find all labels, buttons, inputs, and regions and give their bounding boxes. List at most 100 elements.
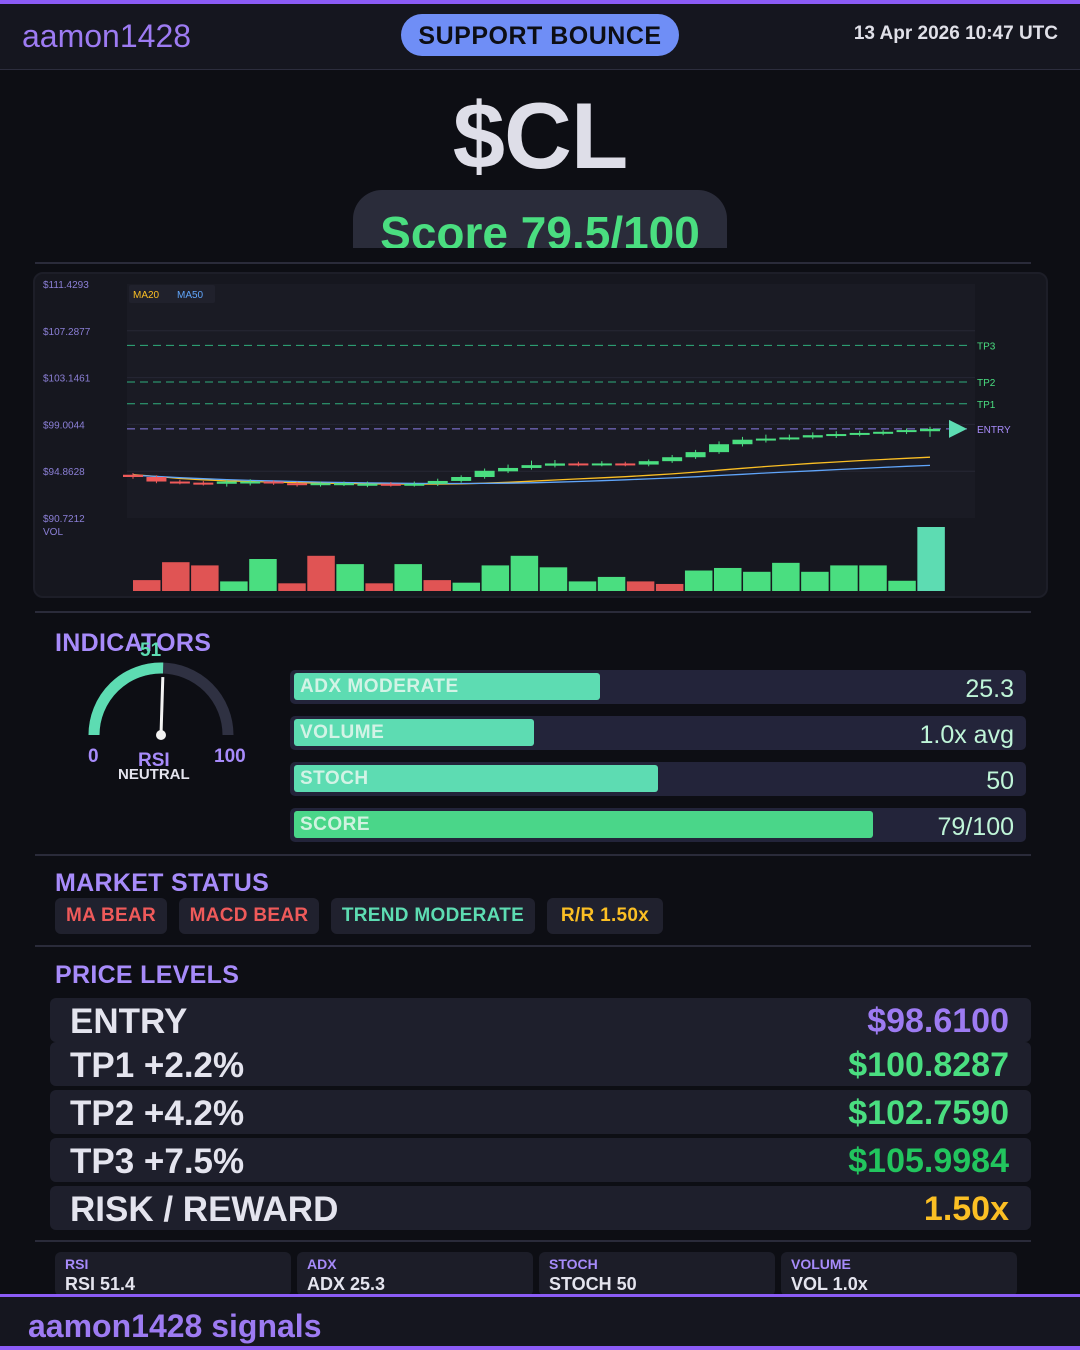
volume-bar bbox=[307, 555, 335, 591]
volume-bar bbox=[249, 559, 277, 591]
candle-body bbox=[802, 435, 823, 438]
candle-body bbox=[146, 476, 167, 482]
candle-body bbox=[591, 463, 612, 466]
price-level-row: TP1 +2.2% $100.8287 bbox=[50, 1042, 1031, 1086]
candle-body bbox=[568, 463, 589, 466]
candle-body bbox=[638, 461, 659, 465]
candle-body bbox=[779, 437, 800, 440]
legend-entry: MA20 bbox=[133, 290, 160, 301]
chart-legend bbox=[129, 285, 215, 303]
volume-bar bbox=[452, 582, 481, 591]
stat-box: ADX ADX 25.3 bbox=[297, 1252, 533, 1296]
indicator-bar-value: 50 bbox=[986, 767, 1014, 795]
rsi-gauge-state: NEUTRAL bbox=[118, 766, 190, 783]
volume-bar bbox=[481, 565, 510, 591]
rsi-gauge-max: 100 bbox=[214, 746, 246, 767]
candle-body bbox=[451, 476, 472, 481]
indicator-bar: STOCH 50 bbox=[290, 762, 1026, 796]
price-levels-title: PRICE LEVELS bbox=[55, 961, 240, 989]
volume-bar bbox=[133, 580, 161, 591]
stat-box: STOCH STOCH 50 bbox=[539, 1252, 775, 1296]
candle-body bbox=[615, 463, 636, 466]
volume-bar bbox=[859, 565, 887, 591]
volume-bar bbox=[888, 580, 916, 591]
indicator-bar-label: STOCH bbox=[300, 768, 369, 789]
candle-body bbox=[216, 481, 237, 484]
volume-bar bbox=[626, 581, 655, 591]
candle-body bbox=[685, 452, 706, 458]
price-level-value: $98.6100 bbox=[867, 1002, 1009, 1040]
volume-bar bbox=[336, 564, 364, 591]
candle-body bbox=[709, 444, 730, 453]
indicator-bar-fill bbox=[294, 765, 658, 792]
footer-bar: aamon1428 signals bbox=[0, 1294, 1080, 1350]
volume-bar bbox=[568, 581, 597, 591]
header-bar: aamon1428 SUPPORT BOUNCE 13 Apr 2026 10:… bbox=[0, 4, 1080, 70]
price-level-value: 1.50x bbox=[923, 1190, 1009, 1228]
indicator-bar-value: 79/100 bbox=[937, 813, 1014, 841]
rsi-gauge-dial bbox=[88, 662, 234, 740]
footer-brand: aamon1428 signals bbox=[28, 1308, 322, 1344]
candle-body bbox=[287, 483, 308, 486]
y-tick-label: $107.2877 bbox=[43, 327, 91, 338]
pattern-badge: SUPPORT BOUNCE bbox=[401, 14, 679, 56]
stat-label: RSI bbox=[65, 1256, 89, 1272]
indicator-bar: VOLUME 1.0x avg bbox=[290, 716, 1026, 750]
volume-bar bbox=[684, 570, 713, 591]
price-chart: $111.4293 $107.2877 $103.1461 $99.0044 $94.8… bbox=[33, 272, 1048, 598]
price-level-row: TP3 +7.5% $105.9984 bbox=[50, 1138, 1031, 1182]
candle-body bbox=[333, 483, 354, 486]
rsi-gauge: 51 0 100 RSI NEUTRAL bbox=[80, 640, 260, 790]
score-badge: Score 79.5/100 bbox=[353, 190, 727, 248]
indicator-bar-value: 1.0x avg bbox=[919, 721, 1014, 749]
price-chart-svg: $111.4293 $107.2877 $103.1461 $99.0044 $94.8… bbox=[43, 280, 1011, 591]
price-level-row: ENTRY $98.6100 bbox=[50, 998, 1031, 1042]
y-tick-label: $94.8628 bbox=[43, 467, 85, 478]
divider bbox=[35, 611, 1031, 613]
entry-arrow bbox=[949, 419, 967, 438]
volume-bar bbox=[162, 562, 190, 591]
status-badge: TREND MODERATE bbox=[331, 898, 535, 934]
divider bbox=[35, 945, 1031, 947]
rsi-gauge-min: 0 bbox=[88, 746, 99, 767]
candle-body bbox=[240, 481, 261, 484]
candle-body bbox=[357, 483, 378, 486]
divider bbox=[35, 1240, 1031, 1242]
legend-entry: MA50 bbox=[177, 290, 204, 301]
rsi-gauge-hub bbox=[156, 730, 166, 740]
ticker-symbol: $CL bbox=[452, 83, 629, 188]
volume-bar bbox=[917, 527, 945, 591]
y-tick-label: $103.1461 bbox=[43, 374, 91, 385]
level-label: TP2 bbox=[977, 378, 996, 389]
indicator-bar-value: 25.3 bbox=[965, 675, 1014, 703]
price-level-row: RISK / REWARD 1.50x bbox=[50, 1186, 1031, 1230]
volume-bar bbox=[191, 565, 219, 591]
volume-bar bbox=[743, 571, 771, 591]
candle-body bbox=[263, 481, 284, 484]
stat-label: STOCH bbox=[549, 1256, 598, 1272]
candle-body bbox=[427, 480, 448, 484]
indicator-bar: ADX MODERATE 25.3 bbox=[290, 670, 1026, 704]
price-level-name: TP1 +2.2% bbox=[70, 1046, 245, 1085]
price-level-name: ENTRY bbox=[70, 1002, 188, 1041]
stat-label: VOLUME bbox=[791, 1256, 851, 1272]
volume-bar bbox=[423, 580, 451, 591]
candle-body bbox=[310, 483, 331, 486]
y-tick-label: $90.7212 bbox=[43, 514, 85, 525]
level-label: TP3 bbox=[977, 341, 996, 352]
indicator-bar-fill bbox=[294, 811, 873, 838]
market-status-title: MARKET STATUS bbox=[55, 869, 270, 897]
stat-label: ADX bbox=[307, 1256, 337, 1272]
volume-bar bbox=[220, 581, 248, 591]
candle-body bbox=[193, 482, 214, 485]
top-accent-line bbox=[0, 0, 1080, 4]
level-label: TP1 bbox=[977, 400, 996, 411]
indicators-title: INDICATORS bbox=[55, 629, 212, 657]
volume-label: VOL bbox=[43, 527, 63, 538]
stat-box: VOLUME VOL 1.0x bbox=[781, 1252, 1017, 1296]
volume-bar bbox=[801, 571, 829, 591]
candle-body bbox=[521, 465, 542, 468]
volume-bar bbox=[539, 567, 568, 591]
candle-body bbox=[498, 467, 519, 472]
candle-body bbox=[123, 474, 143, 477]
